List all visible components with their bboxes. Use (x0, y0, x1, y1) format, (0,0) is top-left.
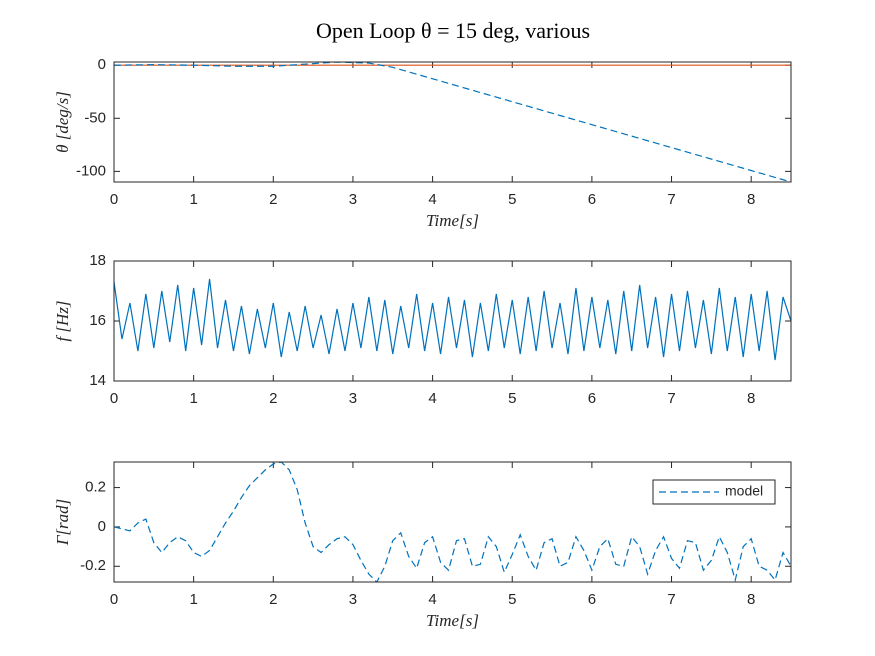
x-tick-label: 0 (110, 191, 118, 208)
x-tick-label: 1 (189, 390, 197, 407)
x-tick-label: 2 (269, 591, 277, 608)
y-tick-label: 0 (98, 56, 106, 73)
data-line (114, 462, 791, 582)
x-tick-label: 6 (588, 591, 596, 608)
x-tick-label: 8 (747, 191, 755, 208)
y-tick-label: 14 (89, 372, 106, 389)
x-tick-label: 0 (110, 390, 118, 407)
x-tick-label: 4 (428, 191, 436, 208)
x-tick-label: 2 (269, 390, 277, 407)
y-tick-label: 18 (89, 252, 106, 269)
x-tick-label: 5 (508, 191, 516, 208)
x-tick-label: 1 (189, 191, 197, 208)
x-tick-label: 5 (508, 591, 516, 608)
data-line (114, 278, 791, 361)
x-tick-label: 5 (508, 390, 516, 407)
y-tick-label: -100 (76, 162, 106, 179)
x-tick-label: 1 (189, 591, 197, 608)
x-tick-label: 3 (349, 390, 357, 407)
x-tick-label: 6 (588, 191, 596, 208)
data-line (114, 62, 791, 182)
y-axis-label: Γ[rad] (53, 499, 72, 547)
y-tick-label: 0 (98, 518, 106, 535)
x-tick-label: 4 (428, 390, 436, 407)
x-tick-label: 7 (667, 591, 675, 608)
x-tick-label: 7 (667, 390, 675, 407)
x-tick-label: 7 (667, 191, 675, 208)
chart-title: Open Loop θ = 15 deg, various (316, 18, 590, 43)
x-tick-label: 8 (747, 591, 755, 608)
legend-label: model (725, 483, 763, 499)
y-tick-label: -50 (84, 109, 106, 126)
x-tick-label: 3 (349, 591, 357, 608)
y-axis-label: f [Hz] (53, 300, 72, 341)
y-tick-label: 16 (89, 312, 106, 329)
axes-box (113, 461, 792, 583)
x-axis-label: Time[s] (426, 611, 479, 630)
x-tick-label: 4 (428, 591, 436, 608)
axes-box (113, 61, 792, 183)
x-tick-label: 3 (349, 191, 357, 208)
x-tick-label: 6 (588, 390, 596, 407)
y-axis-label: θ [deg/s] (53, 91, 72, 153)
y-tick-label: 0.2 (85, 479, 106, 496)
x-tick-label: 2 (269, 191, 277, 208)
y-tick-label: -0.2 (80, 557, 106, 574)
x-tick-label: 0 (110, 591, 118, 608)
x-tick-label: 8 (747, 390, 755, 407)
axes-box (113, 260, 792, 382)
x-axis-label: Time[s] (426, 211, 479, 230)
